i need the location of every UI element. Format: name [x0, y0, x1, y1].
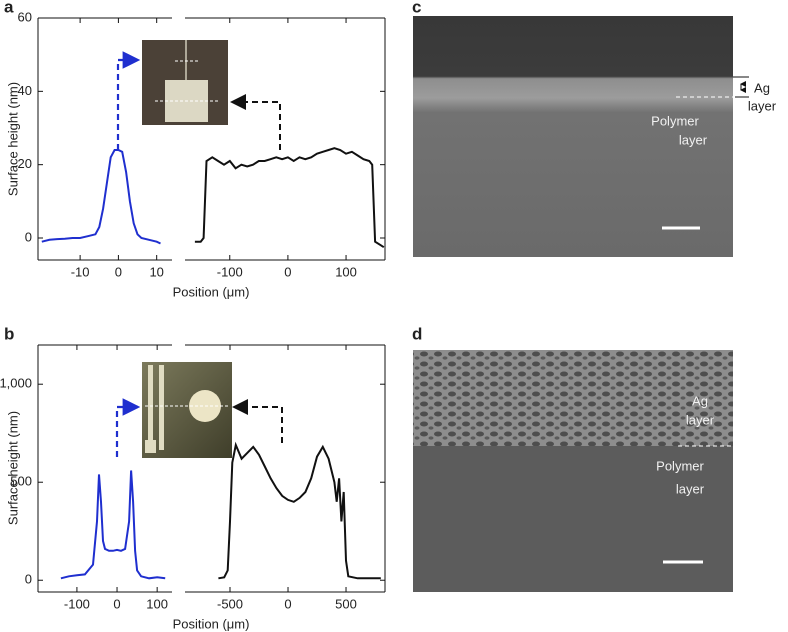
data-line [60, 470, 166, 580]
annotation: Polymer [656, 458, 704, 473]
x-tick-label: -10 [71, 264, 90, 279]
arrow [115, 398, 141, 457]
panel-label: d [412, 324, 422, 343]
annotation: Ag [754, 80, 770, 95]
x-tick-label: -500 [217, 596, 243, 611]
y-tick-label: 60 [18, 9, 32, 24]
sem-image [413, 446, 733, 592]
x-tick-label: 0 [284, 596, 291, 611]
inset-photo [142, 40, 228, 125]
arrow [230, 94, 281, 150]
x-axis-label: Position (μm) [173, 284, 250, 299]
x-tick-label: 10 [149, 264, 163, 279]
panel-label: b [4, 324, 14, 343]
y-tick-label: 1,000 [0, 376, 32, 391]
panel-label: a [4, 0, 14, 16]
inset-photo [142, 362, 232, 458]
annotation: Polymer [651, 113, 699, 128]
x-tick-label: 0 [113, 596, 120, 611]
x-tick-label: -100 [217, 264, 243, 279]
x-tick-label: 0 [284, 264, 291, 279]
x-tick-label: 100 [146, 596, 168, 611]
data-line [218, 441, 381, 580]
annotation: layer [686, 412, 715, 427]
x-axis-label: Position (μm) [173, 616, 250, 631]
annotation: layer [748, 98, 777, 113]
arrow [232, 399, 283, 443]
y-axis-label: Surface height (nm) [5, 82, 20, 196]
x-tick-label: 500 [335, 596, 357, 611]
y-tick-label: 0 [25, 572, 32, 587]
annotation: Ag [692, 393, 708, 408]
y-tick-label: 500 [10, 474, 32, 489]
y-tick-label: 0 [25, 229, 32, 244]
annotation: layer [679, 132, 708, 147]
x-tick-label: -100 [64, 596, 90, 611]
data-line [41, 149, 161, 245]
y-tick-label: 20 [18, 156, 32, 171]
annotation: layer [676, 481, 705, 496]
x-tick-label: 0 [115, 264, 122, 279]
panel-label: c [412, 0, 421, 16]
arrow [116, 51, 141, 150]
y-tick-label: 40 [18, 83, 32, 98]
sem-image [413, 350, 733, 446]
y-axis-label: Surface height (nm) [5, 411, 20, 525]
data-line [194, 147, 385, 249]
x-tick-label: 100 [335, 264, 357, 279]
sem-image [413, 16, 733, 257]
